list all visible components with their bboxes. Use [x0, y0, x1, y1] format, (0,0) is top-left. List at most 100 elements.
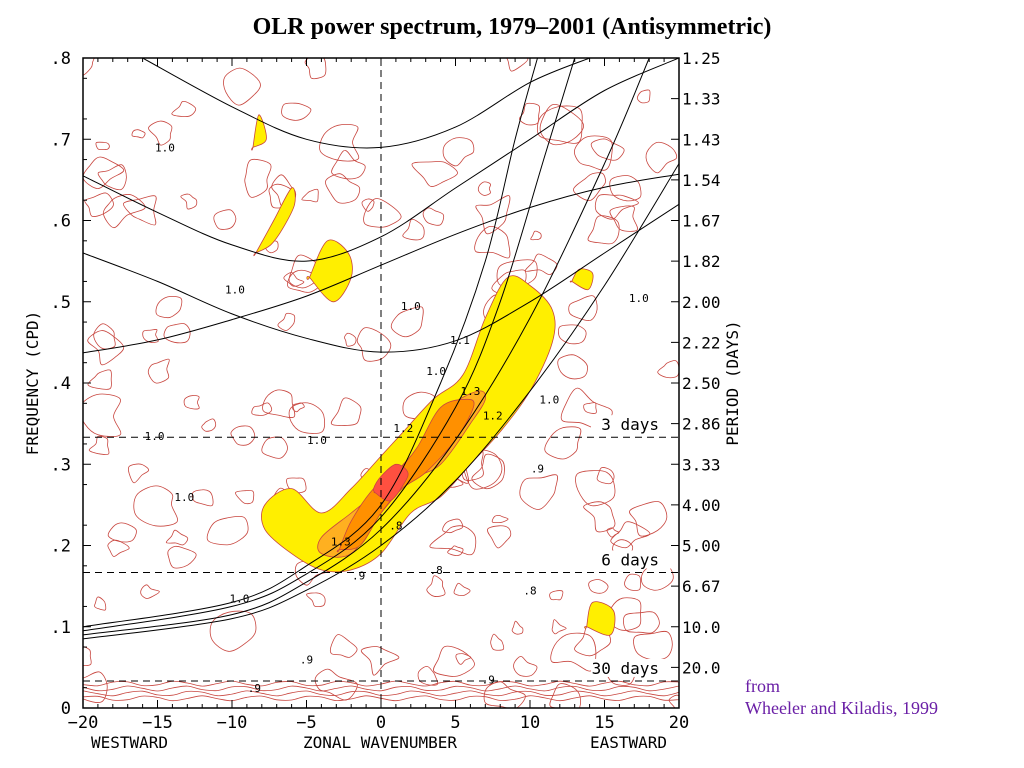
background-contour	[331, 150, 366, 180]
background-contour	[557, 354, 588, 380]
background-contour	[455, 653, 472, 665]
x-tick-label: 20	[669, 713, 689, 733]
background-contour	[133, 485, 178, 527]
contour-label: .9	[248, 682, 261, 695]
background-contour	[277, 312, 296, 331]
background-contour	[596, 467, 615, 485]
background-contour	[88, 435, 110, 456]
background-contour	[142, 328, 159, 343]
background-contour	[83, 58, 95, 76]
background-contour	[107, 522, 137, 543]
background-contour	[319, 124, 360, 162]
kelvin-dispersion-curve	[83, 58, 650, 636]
y-tick-label: .1	[51, 618, 71, 638]
reference-label-bg	[591, 658, 675, 677]
background-contour	[668, 694, 679, 708]
reference-label-bg	[591, 550, 675, 569]
background-contour	[244, 158, 272, 198]
background-contour	[84, 192, 114, 217]
contour-label: 1.2	[393, 422, 413, 435]
background-contour	[390, 306, 424, 338]
background-contour	[429, 525, 477, 556]
background-contour	[519, 102, 541, 126]
background-contour	[524, 253, 558, 276]
period-tick-label: 2.86	[682, 415, 721, 434]
background-contour	[281, 102, 312, 121]
period-axis-label: PERIOD (DAYS)	[723, 320, 742, 445]
background-contour	[223, 67, 261, 106]
background-contour	[148, 120, 173, 146]
background-contour	[167, 545, 197, 569]
background-contour	[155, 295, 183, 319]
background-contour	[356, 327, 392, 362]
background-contour	[633, 630, 673, 661]
background-contour	[325, 173, 361, 204]
background-contour	[422, 207, 445, 226]
significance-region-1.1	[584, 601, 616, 636]
background-contour	[491, 514, 509, 524]
background-contour	[107, 539, 130, 557]
westward-label: WESTWARD	[91, 733, 168, 752]
reference-label: 3 days	[601, 415, 659, 434]
background-contour	[304, 58, 327, 80]
contour-label: .9	[531, 462, 544, 475]
background-contour	[147, 358, 170, 384]
background-contour	[191, 489, 214, 507]
kelvin-dispersion-curve	[83, 163, 679, 640]
background-contour	[330, 397, 362, 426]
background-contour	[306, 592, 326, 608]
significance-region-1.4	[372, 463, 409, 502]
contour-label: .9	[352, 570, 365, 583]
chart-title: OLR power spectrum, 1979–2001 (Antisymme…	[252, 14, 772, 40]
background-contour	[506, 58, 529, 72]
reference-label: 30 days	[592, 659, 659, 678]
y-tick-label: .7	[51, 130, 71, 150]
reference-label: 6 days	[601, 551, 659, 570]
contour-label: 1.1	[450, 334, 470, 347]
background-contour	[636, 89, 651, 104]
background-contour	[629, 501, 668, 537]
background-contour	[261, 436, 288, 459]
background-contour	[519, 474, 558, 510]
background-contour	[230, 425, 256, 446]
background-contour	[442, 137, 475, 167]
background-contour	[163, 323, 191, 344]
x-axis-label: ZONAL WAVENUMBER	[303, 733, 457, 752]
contour-label: .9	[300, 653, 313, 666]
background-contour	[201, 418, 217, 432]
background-contour	[568, 295, 598, 322]
background-contour	[530, 230, 542, 241]
background-contour	[344, 332, 357, 347]
background-contour	[87, 369, 112, 390]
contour-label: 1.0	[230, 592, 250, 605]
background-contour	[590, 138, 625, 161]
x-tick-label: 5	[450, 713, 460, 733]
background-contour	[206, 515, 249, 546]
background-contour	[83, 671, 108, 703]
background-contour	[550, 632, 597, 672]
credit-line-2: Wheeler and Kiladis, 1999	[745, 698, 938, 718]
background-contour	[417, 666, 439, 686]
background-contour	[83, 646, 92, 666]
background-contour	[558, 324, 587, 345]
x-tick-label: −10	[217, 713, 248, 733]
background-contour	[549, 683, 582, 708]
contour-label: 1.0	[539, 393, 559, 406]
background-contour	[97, 164, 127, 191]
period-tick-label: 1.82	[682, 252, 721, 271]
background-contour	[583, 501, 616, 533]
x-tick-label: 0	[376, 713, 386, 733]
period-tick-label: 10.0	[682, 618, 721, 637]
contour-label: 1.3	[460, 385, 480, 398]
x-tick-label: 15	[594, 713, 614, 733]
background-contour	[286, 477, 307, 494]
background-contour	[609, 175, 642, 202]
background-contour	[573, 135, 613, 171]
background-contour	[447, 545, 464, 556]
contour-label: .8	[430, 564, 443, 577]
significance-region-1.1	[569, 268, 594, 291]
contour-label: 1.0	[225, 284, 245, 297]
x-tick-label: −20	[68, 713, 99, 733]
x-tick-label: 10	[520, 713, 540, 733]
